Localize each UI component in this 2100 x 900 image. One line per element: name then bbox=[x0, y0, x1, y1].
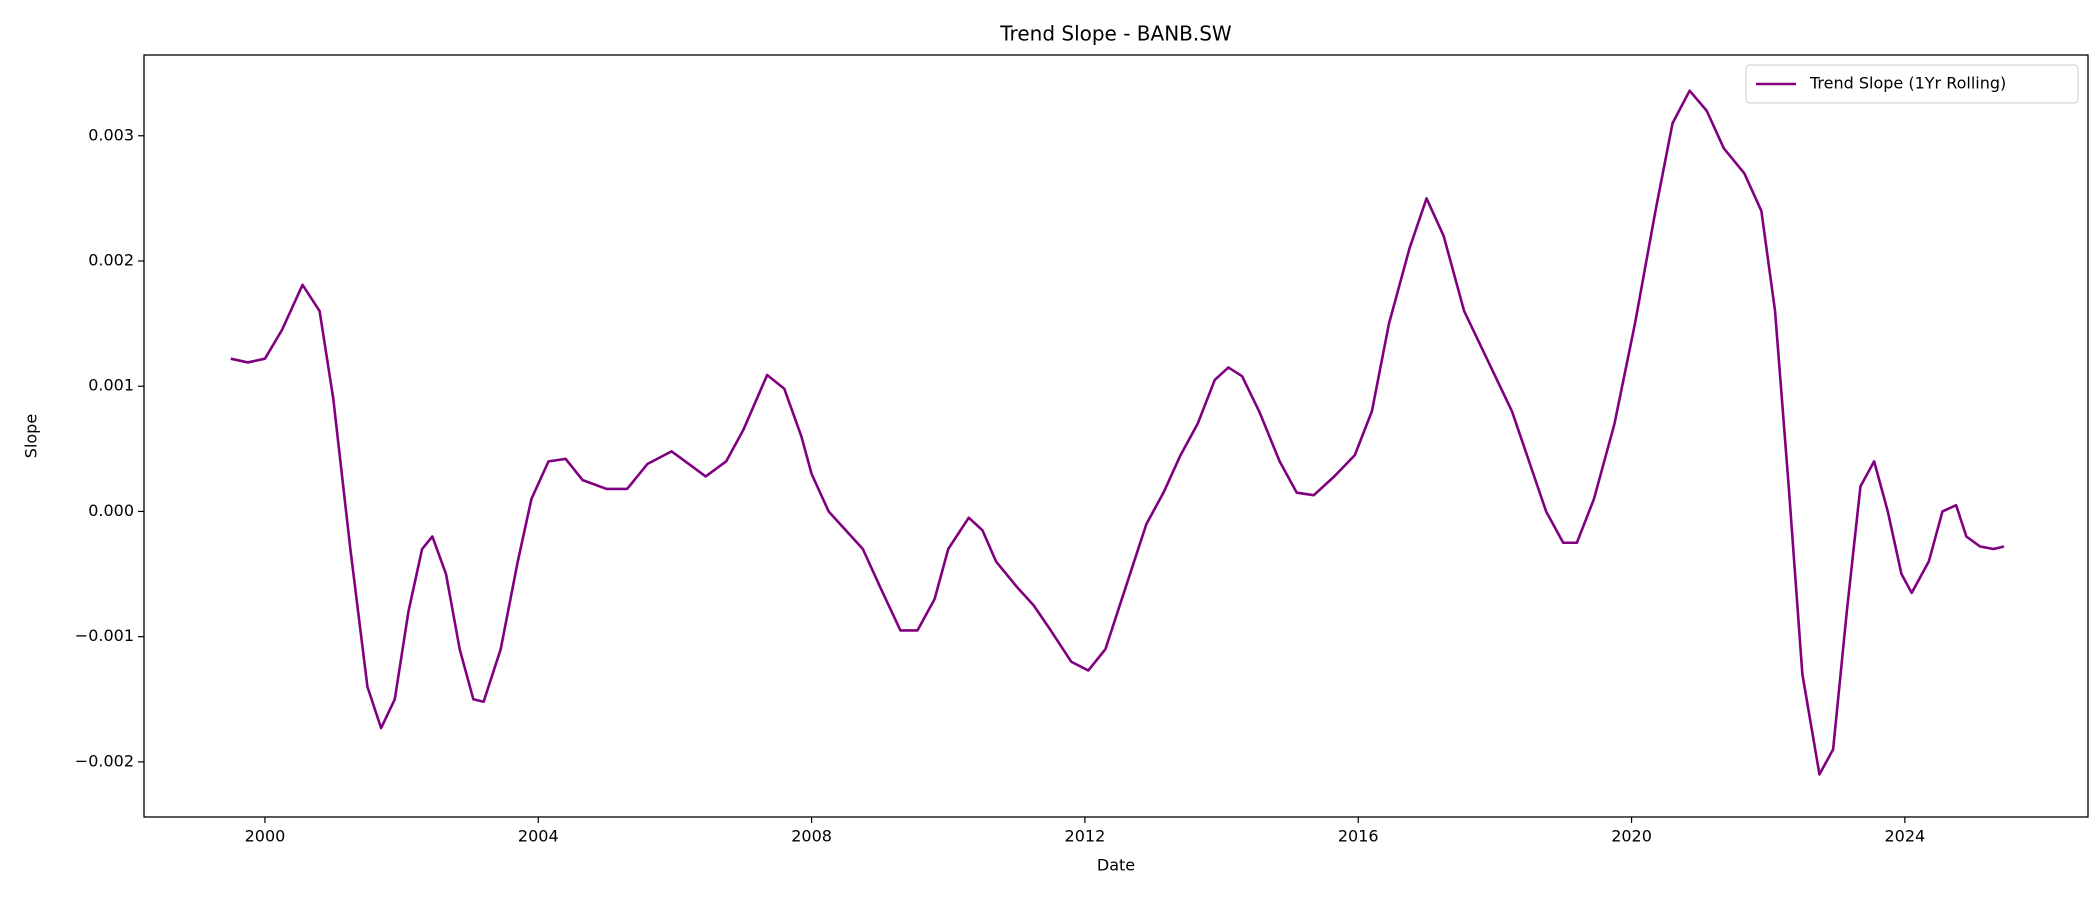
plot-frame bbox=[143, 54, 2089, 818]
x-tick-label: 2004 bbox=[518, 827, 559, 846]
y-tick-label: 0.003 bbox=[88, 125, 134, 144]
y-tick-label: −0.001 bbox=[75, 626, 134, 645]
line-series bbox=[230, 89, 2005, 776]
legend-box bbox=[1745, 64, 2079, 104]
x-tick-label: 2016 bbox=[1338, 827, 1379, 846]
x-axis-label: Date bbox=[1097, 856, 1135, 875]
x-tick-label: 2012 bbox=[1065, 827, 1106, 846]
y-tick-label: −0.002 bbox=[75, 751, 134, 770]
x-tick-label: 2020 bbox=[1611, 827, 1652, 846]
chart-title: Trend Slope - BANB.SW bbox=[999, 22, 1232, 46]
legend-label: Trend Slope (1Yr Rolling) bbox=[1809, 74, 2006, 93]
y-axis-label: Slope bbox=[22, 414, 41, 458]
y-tick-label: 0.002 bbox=[88, 250, 134, 269]
x-tick-label: 2024 bbox=[1885, 827, 1926, 846]
y-tick-label: 0.001 bbox=[88, 376, 134, 395]
x-tick-label: 2008 bbox=[791, 827, 832, 846]
y-tick-label: 0.000 bbox=[88, 501, 134, 520]
x-tick-label: 2000 bbox=[245, 827, 286, 846]
